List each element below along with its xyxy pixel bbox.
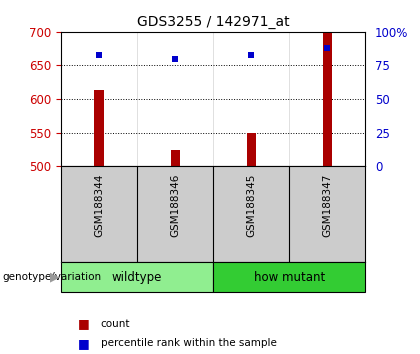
Bar [213, 262, 365, 292]
Bar [94, 90, 104, 166]
Text: genotype/variation: genotype/variation [2, 272, 101, 282]
Text: wildtype: wildtype [112, 270, 162, 284]
Text: ■: ■ [78, 318, 89, 330]
Bar [61, 262, 213, 292]
Bar [323, 33, 332, 166]
Bar [247, 133, 256, 166]
Text: how mutant: how mutant [254, 270, 325, 284]
Text: count: count [101, 319, 130, 329]
Title: GDS3255 / 142971_at: GDS3255 / 142971_at [137, 16, 289, 29]
Bar [171, 150, 180, 166]
Text: ■: ■ [78, 337, 89, 350]
Text: GSM188345: GSM188345 [246, 174, 256, 238]
Text: GSM188344: GSM188344 [94, 174, 104, 238]
Text: GSM188347: GSM188347 [322, 174, 332, 238]
Text: GSM188346: GSM188346 [170, 174, 180, 238]
Text: percentile rank within the sample: percentile rank within the sample [101, 338, 277, 348]
Text: ▶: ▶ [50, 270, 60, 284]
